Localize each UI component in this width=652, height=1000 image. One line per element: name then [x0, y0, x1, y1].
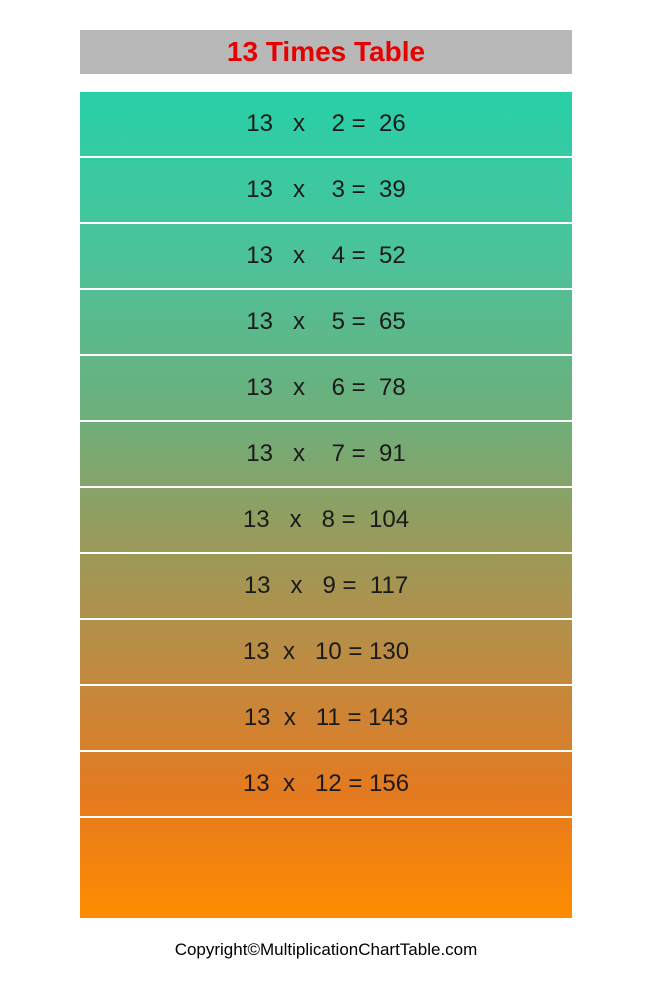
title-bar: 13 Times Table [80, 30, 572, 74]
equation-text: 13 x 10 = 130 [243, 638, 409, 666]
table-row: 13 x 9 = 117 [80, 554, 572, 620]
chart-title: 13 Times Table [80, 36, 572, 68]
equation-text: 13 x 6 = 78 [246, 374, 405, 402]
equation-text: 13 x 12 = 156 [243, 770, 409, 798]
table-row: 13 x 8 = 104 [80, 488, 572, 554]
equation-text: 13 x 5 = 65 [246, 308, 405, 336]
equation-text: 13 x 7 = 91 [246, 440, 405, 468]
table-row: 13 x 3 = 39 [80, 158, 572, 224]
table-row: 13 x 4 = 52 [80, 224, 572, 290]
table-row: 13 x 6 = 78 [80, 356, 572, 422]
equation-text: 13 x 4 = 52 [246, 242, 405, 270]
table-row: 13 x 7 = 91 [80, 422, 572, 488]
equation-text: 13 x 8 = 104 [243, 506, 409, 534]
table-row: 13 x 2 = 26 [80, 92, 572, 158]
table-row-empty [80, 818, 572, 918]
table-row: 13 x 12 = 156 [80, 752, 572, 818]
equation-text: 13 x 2 = 26 [246, 110, 405, 138]
table-row: 13 x 5 = 65 [80, 290, 572, 356]
equation-text: 13 x 11 = 143 [244, 704, 408, 732]
equation-text: 13 x 9 = 117 [244, 572, 408, 600]
table-row: 13 x 10 = 130 [80, 620, 572, 686]
copyright-text: Copyright©MultiplicationChartTable.com [80, 940, 572, 960]
table-body: 13 x 2 = 26 13 x 3 = 39 13 x 4 = 52 13 x… [80, 92, 572, 918]
chart-container: 13 Times Table 13 x 2 = 26 13 x 3 = 39 1… [0, 0, 652, 960]
rows-wrapper: 13 x 2 = 26 13 x 3 = 39 13 x 4 = 52 13 x… [80, 92, 572, 918]
equation-text: 13 x 3 = 39 [246, 176, 405, 204]
table-row: 13 x 11 = 143 [80, 686, 572, 752]
